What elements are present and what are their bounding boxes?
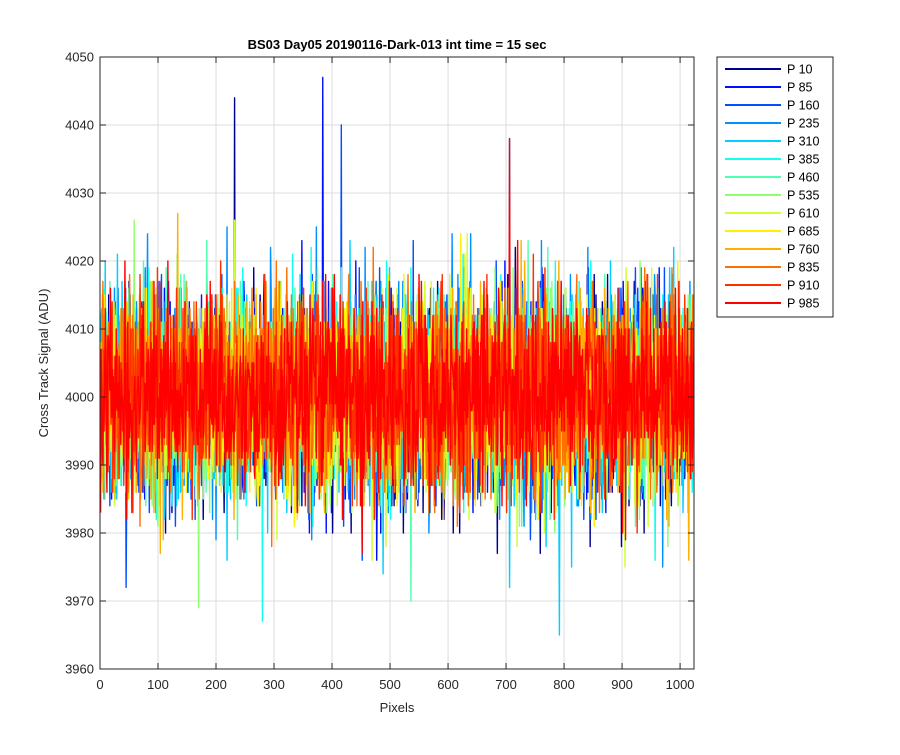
y-tick-label: 4000 <box>65 390 94 405</box>
legend-box <box>716 56 834 318</box>
x-tick-label: 300 <box>263 677 285 692</box>
y-tick-label: 4050 <box>65 50 94 65</box>
y-tick-label: 4020 <box>65 254 94 269</box>
plot-frame <box>99 56 695 670</box>
chart-title: BS03 Day05 20190116-Dark-013 int time = … <box>248 37 547 52</box>
legend-label: P 760 <box>787 243 819 257</box>
y-axis-label: Cross Track Signal (ADU) <box>36 289 51 438</box>
x-tick-label: 900 <box>611 677 633 692</box>
x-tick-label: 500 <box>379 677 401 692</box>
x-axis-label: Pixels <box>380 700 415 715</box>
legend-label: P 460 <box>787 171 819 185</box>
legend-label: P 535 <box>787 189 819 203</box>
series-line <box>100 253 694 534</box>
y-tick-label: 3980 <box>65 526 94 541</box>
legend-label: P 160 <box>787 99 819 113</box>
y-tick-label: 3990 <box>65 458 94 473</box>
legend-label: P 985 <box>787 297 819 311</box>
legend-label: P 610 <box>787 207 819 221</box>
x-tick-label: 200 <box>205 677 227 692</box>
legend-label: P 10 <box>787 63 813 77</box>
legend-label: P 685 <box>787 225 819 239</box>
legend-label: P 310 <box>787 135 819 149</box>
series-line <box>100 137 694 555</box>
x-tick-label: 600 <box>437 677 459 692</box>
legend-label: P 385 <box>787 153 819 167</box>
y-tick-label: 3970 <box>65 594 94 609</box>
legend-label: P 85 <box>787 81 813 95</box>
y-tick-label: 4040 <box>65 118 94 133</box>
x-tick-label: 400 <box>321 677 343 692</box>
y-tick-label: 4010 <box>65 322 94 337</box>
legend-label: P 235 <box>787 117 819 131</box>
legend-label: P 910 <box>787 279 819 293</box>
x-tick-label: 800 <box>553 677 575 692</box>
tick-layer: 0 100 200 300 400 500 600 700 800 900 1000 3960 3970… <box>65 50 694 693</box>
legend: P 10 P 85 P 160 P 235 P 310 P 385 P 460 P 535 P … <box>716 56 834 318</box>
x-tick-label: 0 <box>96 677 103 692</box>
x-tick-label: 100 <box>147 677 169 692</box>
y-tick-label: 4030 <box>65 186 94 201</box>
x-tick-label: 700 <box>495 677 517 692</box>
series-layer <box>100 76 694 636</box>
y-tick-label: 3960 <box>65 662 94 677</box>
legend-label: P 835 <box>787 261 819 275</box>
x-tick-label: 1000 <box>666 677 695 692</box>
